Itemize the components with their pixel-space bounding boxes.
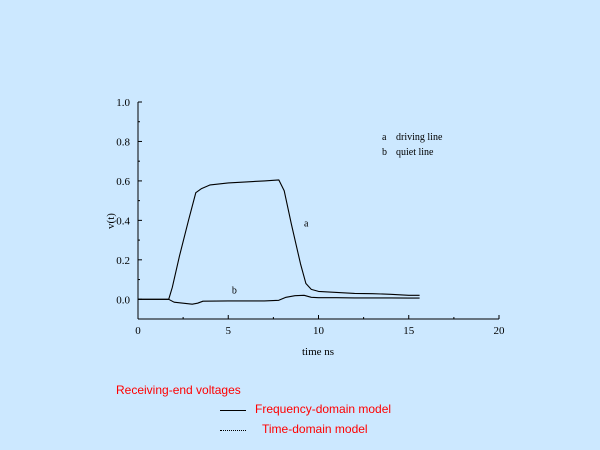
caption-legend-label: Time-domain model [262,422,368,436]
series-annotation: a [304,218,309,229]
x-tick-label: 20 [494,325,506,337]
y-axis-title: v(t) [105,213,117,229]
x-tick-label: 5 [226,325,232,337]
x-axis-title: time ns [302,346,334,358]
caption-legend-time: Time-domain model [220,422,420,438]
x-tick-label: 0 [135,325,141,337]
series-annotation: b [232,285,237,296]
caption-legend-frequency: Frequency-domain model [220,402,420,418]
y-tick-label: 0.0 [116,294,130,306]
legend-marker: b [382,147,387,158]
chart-ticks: 0 5 10 15 20 0.0 0.2 0.4 0.6 0.8 1.0 [116,97,505,337]
legend-label: quiet line [396,147,434,158]
y-tick-label: 1.0 [116,97,130,109]
legend-label: driving line [396,132,443,143]
chart-legend: a driving line b quiet line [382,132,443,158]
caption-title: Receiving-end voltages [116,383,241,397]
series-line-b [138,294,420,305]
y-tick-label: 0.4 [116,215,130,227]
chart-series [138,179,420,305]
legend-marker: a [382,132,387,143]
y-tick-label: 0.8 [116,136,130,148]
series-line-a [138,179,420,300]
x-tick-label: 10 [313,325,325,337]
line-chart: 0 5 10 15 200.00.20.40.60.81.0 time ns v(t) … [105,97,505,358]
dotted-line-swatch [220,430,246,431]
solid-line-swatch [220,410,246,411]
y-tick-label: 0.2 [116,255,130,267]
chart-axes [137,102,499,320]
chart-annotations: ab [232,218,309,296]
x-tick-label: 15 [403,325,415,337]
y-tick-label: 0.6 [116,176,130,188]
caption-legend-label: Frequency-domain model [255,402,392,416]
